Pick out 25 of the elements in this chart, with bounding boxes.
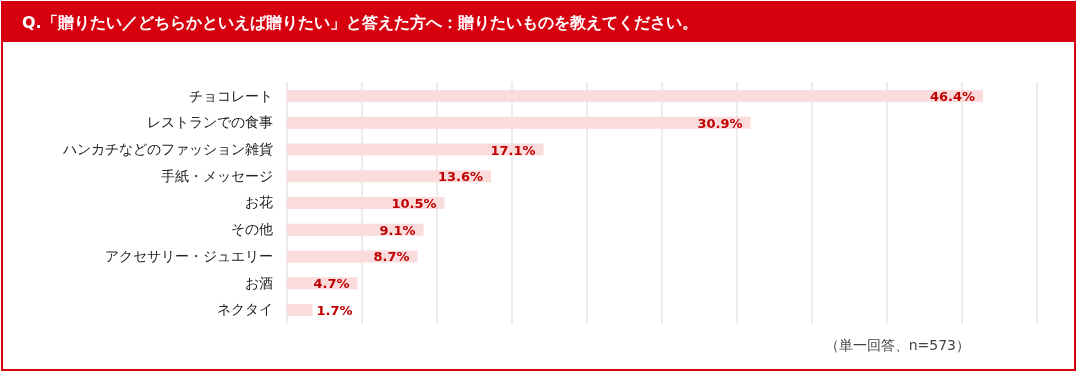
chart-title: Q.「贈りたい／どちらかといえば贈りたい」と答えた方へ：贈りたいものを教えてください。	[22, 13, 698, 32]
data-label: 4.7%	[313, 276, 350, 292]
data-label: 13.6%	[437, 169, 483, 185]
data-label: 17.1%	[490, 142, 536, 158]
y-tick-label: その他	[231, 221, 273, 238]
bar	[287, 170, 491, 183]
y-tick-label: お酒	[245, 274, 273, 291]
y-tick-label: アクセサリー・ジュエリー	[105, 247, 273, 264]
data-label: 9.1%	[379, 222, 416, 238]
data-label: 30.9%	[697, 115, 743, 131]
bar	[287, 116, 751, 129]
y-tick-label: お花	[245, 194, 273, 211]
data-label: 8.7%	[373, 249, 410, 265]
y-tick-label: ハンカチなどのファッション雑貨	[62, 141, 273, 157]
data-label: 46.4%	[929, 89, 975, 105]
y-tick-label: チョコレート	[189, 87, 273, 104]
y-tick-label: 手紙・メッセージ	[161, 167, 273, 184]
bar	[287, 90, 983, 103]
bar	[287, 303, 313, 316]
data-label: 10.5%	[391, 196, 437, 211]
y-tick-label: ネクタイ	[217, 301, 273, 318]
bar	[287, 143, 544, 156]
text: （単一回答、n=573）	[824, 337, 970, 353]
y-tick-label: レストランでの食事	[147, 114, 273, 131]
data-label: 1.7%	[316, 302, 353, 318]
